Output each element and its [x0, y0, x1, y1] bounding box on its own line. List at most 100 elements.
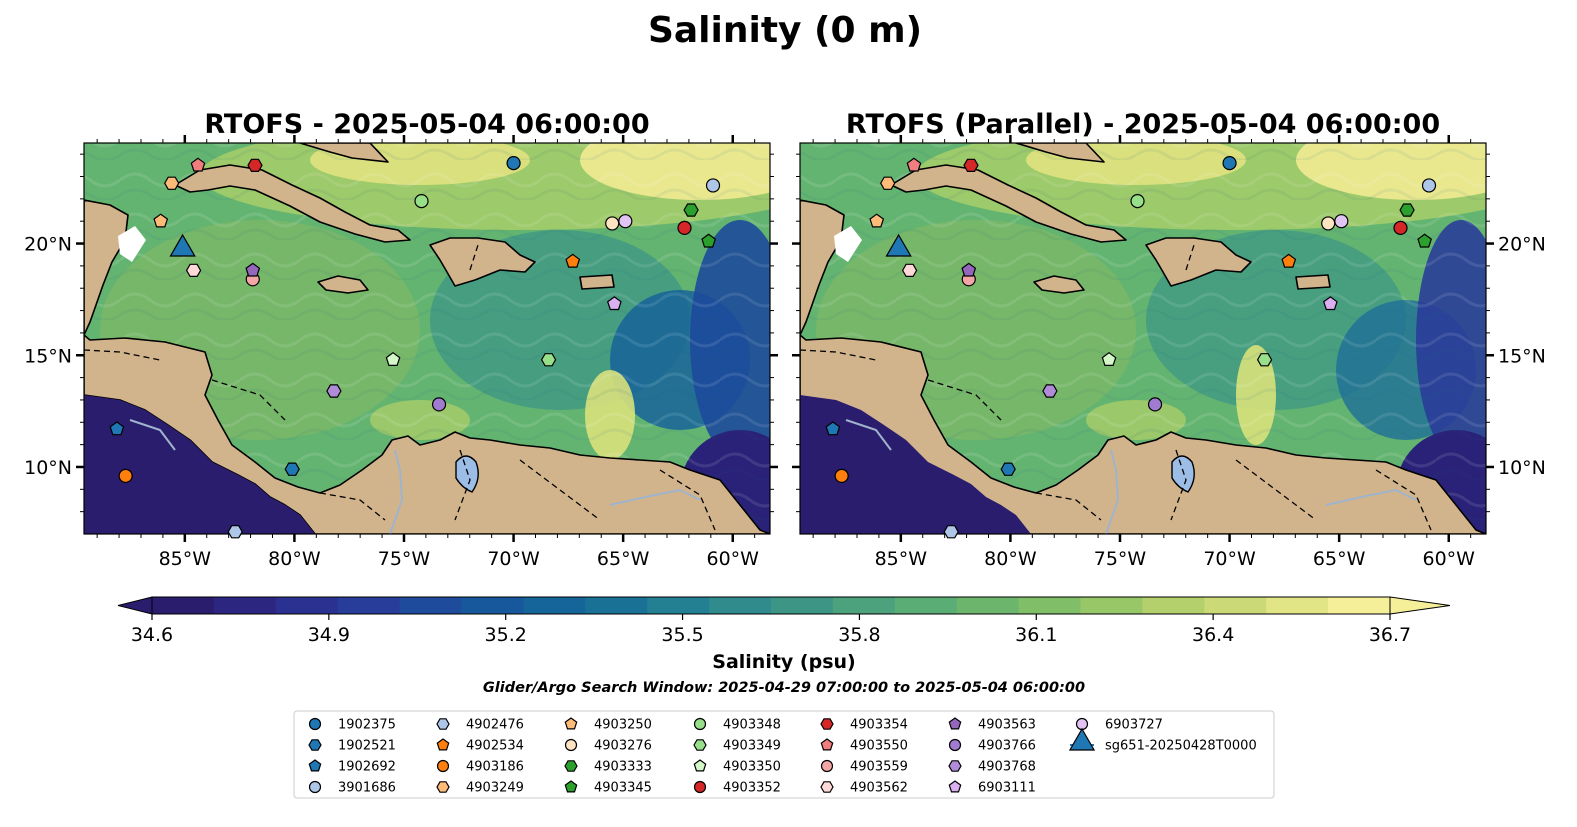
legend-entry: 3901686 — [308, 780, 396, 796]
colorbar-segment — [956, 597, 1020, 614]
platform-marker — [1042, 384, 1058, 398]
legend-marker — [693, 759, 707, 772]
legend-entry: 4903186 — [436, 759, 524, 775]
colorbar-segment — [832, 597, 896, 614]
legend-marker — [820, 718, 834, 730]
platform-marker — [961, 262, 977, 277]
legend-marker — [693, 739, 707, 751]
legend-entry: 4903345 — [564, 780, 652, 796]
colorbar-tick-label: 35.8 — [838, 624, 880, 646]
colorbar-tick-label: 35.2 — [485, 624, 527, 646]
platform-marker — [540, 353, 557, 367]
legend-marker — [436, 718, 450, 730]
platform-marker — [683, 203, 699, 217]
figure-title: Salinity (0 m) — [648, 10, 922, 51]
y-tick-label: 20°N — [1498, 234, 1546, 256]
legend-marker — [436, 738, 450, 751]
platform-marker — [1130, 193, 1145, 209]
island-cuba — [174, 164, 411, 243]
platform-marker — [1417, 233, 1433, 248]
legend-label: 4903352 — [723, 781, 781, 796]
legend-entry: 4903354 — [820, 718, 908, 733]
legend-label: 4903333 — [594, 760, 652, 775]
legend-marker — [948, 780, 962, 793]
platform-marker — [869, 213, 885, 228]
platform-marker — [1000, 462, 1016, 476]
colorbar-segment — [1328, 597, 1391, 614]
colorbar-ticks: 34.6 34.9 35.2 35.5 35.8 36.1 36.4 36.7 — [131, 614, 1411, 646]
legend-label: 1902375 — [338, 718, 396, 733]
colorbar-segment — [1266, 597, 1329, 614]
legend-entry: 4903563 — [948, 717, 1036, 733]
y-tick-label: 10°N — [24, 457, 72, 479]
legend-entry: 4903348 — [693, 718, 781, 733]
colorbar-label: Salinity (psu) — [712, 651, 855, 673]
legend-entry: 1902375 — [308, 717, 396, 733]
colorbar-segment — [1018, 597, 1081, 614]
colorbar-tick-label: 34.6 — [131, 624, 173, 646]
legend-marker — [693, 780, 707, 794]
x-tick-label: 80°W — [984, 548, 1037, 570]
colorbar-segment — [337, 597, 401, 614]
legend-entries: 1902375 1902521 1902692 3901686 4902476 49025… — [308, 717, 1257, 796]
rivers-rtofs-parallel — [845, 419, 1417, 534]
axis-ticks-rtofs: 85°W 80°W 75°W 70°W 65°W 60°W 20°N 15°N 10°N — [24, 135, 778, 570]
x-tick-label: 65°W — [597, 548, 650, 570]
legend-marker — [308, 739, 322, 751]
y-tick-label: 10°N — [1498, 457, 1546, 479]
legend-label: 6903727 — [1105, 718, 1163, 733]
platform-marker — [1393, 220, 1408, 236]
platform-marker — [1321, 216, 1336, 231]
platform-marker — [605, 216, 620, 231]
legend-entry: 4903550 — [820, 738, 908, 754]
search-window-note: Glider/Argo Search Window: 2025-04-29 07… — [483, 680, 1085, 696]
legend-label: 4903354 — [850, 718, 908, 733]
colorbar-tick-label: 36.7 — [1369, 624, 1411, 646]
x-tick-label: 70°W — [1203, 548, 1256, 570]
legend-label: sg651-20250428T0000 — [1105, 739, 1257, 754]
platform-marker — [901, 263, 918, 277]
glider-marker — [885, 233, 912, 257]
colorbar-extend-low — [117, 596, 153, 615]
legend-marker — [1068, 727, 1096, 751]
platform-marker — [677, 220, 692, 236]
legend-marker — [948, 717, 962, 730]
markers-rtofs — [109, 156, 721, 539]
legend-label: 4903350 — [723, 760, 781, 775]
legend-label: 1902521 — [338, 739, 396, 754]
colorbar-tick-label: 35.5 — [661, 624, 703, 646]
legend-marker — [436, 759, 450, 773]
colorbar-segment — [275, 597, 339, 614]
platform-marker — [326, 384, 342, 398]
legend-entry: 4903766 — [948, 739, 1036, 754]
island-jamaica — [317, 275, 369, 294]
x-tick-label: 85°W — [159, 548, 212, 570]
colorbar-tick-label: 36.1 — [1015, 624, 1057, 646]
legend-marker — [436, 781, 450, 793]
platform-marker — [1322, 296, 1338, 311]
x-tick-label: 60°W — [1423, 548, 1476, 570]
map-panel-rtofs: RTOFS - 2025-05-04 06:00:00 — [24, 109, 778, 570]
legend-label: 4903349 — [723, 739, 781, 754]
legend-marker — [820, 738, 834, 751]
colorbar-segment — [585, 597, 648, 614]
colorbar-segment — [894, 597, 958, 614]
platform-marker — [1281, 253, 1297, 268]
platform-marker — [227, 525, 243, 539]
legend-marker — [308, 717, 322, 731]
legend-entry: 6903727 — [1075, 718, 1163, 733]
legend-marker — [308, 759, 322, 772]
legend-entry: 4903352 — [693, 780, 781, 796]
markers-rtofs-parallel — [825, 156, 1437, 539]
platform-marker — [701, 233, 717, 248]
colorbar-segment — [461, 597, 524, 614]
platform-marker — [565, 253, 581, 268]
legend-label: 4902476 — [466, 718, 524, 733]
legend-label: 4903768 — [978, 760, 1036, 775]
platform-marker — [109, 421, 125, 436]
x-tick-label: 80°W — [268, 548, 321, 570]
legend-marker — [308, 780, 322, 794]
legend-label: 4903250 — [594, 718, 652, 733]
island-hispaniola — [429, 237, 536, 287]
legend-label: 4903348 — [723, 718, 781, 733]
